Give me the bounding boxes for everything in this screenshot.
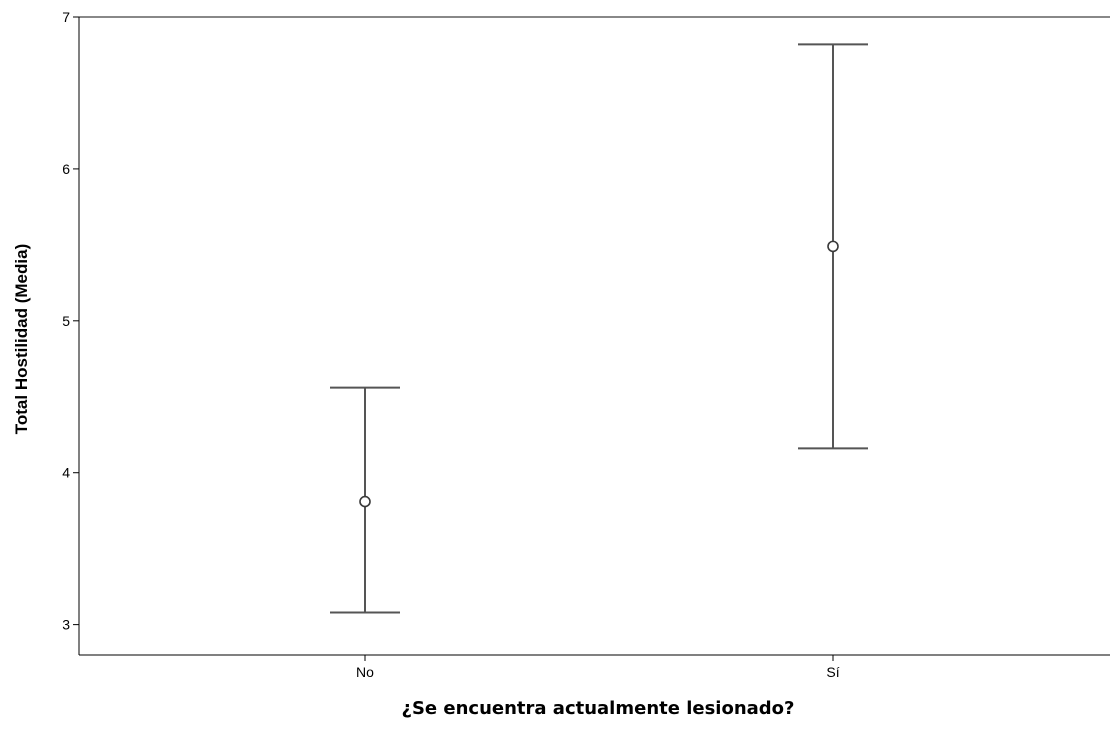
mean-marker [359,495,371,508]
y-axis-title: Total Hostilidad (Media) [12,244,31,434]
y-tick-label: 6 [62,161,70,177]
x-tick-label: Sí [826,664,839,680]
y-tick-label: 5 [62,313,70,329]
x-axis: No Sí [356,655,840,680]
y-tick-label: 7 [62,9,70,25]
y-tick-label: 3 [62,617,70,633]
x-axis-title: ¿Se encuentra actualmente lesionado? [402,698,795,719]
y-axis: 3 4 5 6 7 [62,9,79,633]
y-tick-label: 4 [62,465,70,481]
plot-frame [78,16,1110,656]
mean-marker [827,240,839,253]
x-tick-label: No [356,664,374,680]
error-bars [330,43,868,614]
